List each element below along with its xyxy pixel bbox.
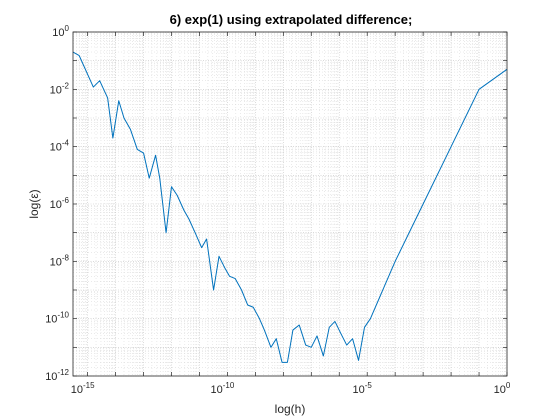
y-tick-label: 10-4 <box>50 139 70 154</box>
x-axis-label: log(h) <box>275 402 306 416</box>
x-tick-label: 100 <box>494 381 511 396</box>
y-tick-label: 10-6 <box>50 196 70 211</box>
y-tick-label: 10-10 <box>45 311 69 326</box>
tick-marks <box>73 31 508 377</box>
series-layer <box>72 51 508 363</box>
x-tick-labels: 10-15 10-10 10-5 100 <box>71 381 511 396</box>
y-tick-labels: 10-12 10-10 10-8 10-6 10-4 10-2 100 <box>45 24 69 383</box>
y-tick-label: 100 <box>52 24 69 39</box>
x-tick-label: 10-5 <box>353 381 373 396</box>
series-line <box>72 51 508 363</box>
x-tick-label: 10-10 <box>211 381 235 396</box>
y-axis-label: log(ε) <box>27 189 41 218</box>
x-tick-label: 10-15 <box>71 381 95 396</box>
y-tick-label: 10-2 <box>50 81 70 96</box>
y-tick-label: 10-8 <box>50 253 70 268</box>
axes-background <box>73 32 507 376</box>
y-tick-label: 10-12 <box>45 368 69 383</box>
chart-title: 6) exp(1) using extrapolated difference; <box>170 12 413 27</box>
